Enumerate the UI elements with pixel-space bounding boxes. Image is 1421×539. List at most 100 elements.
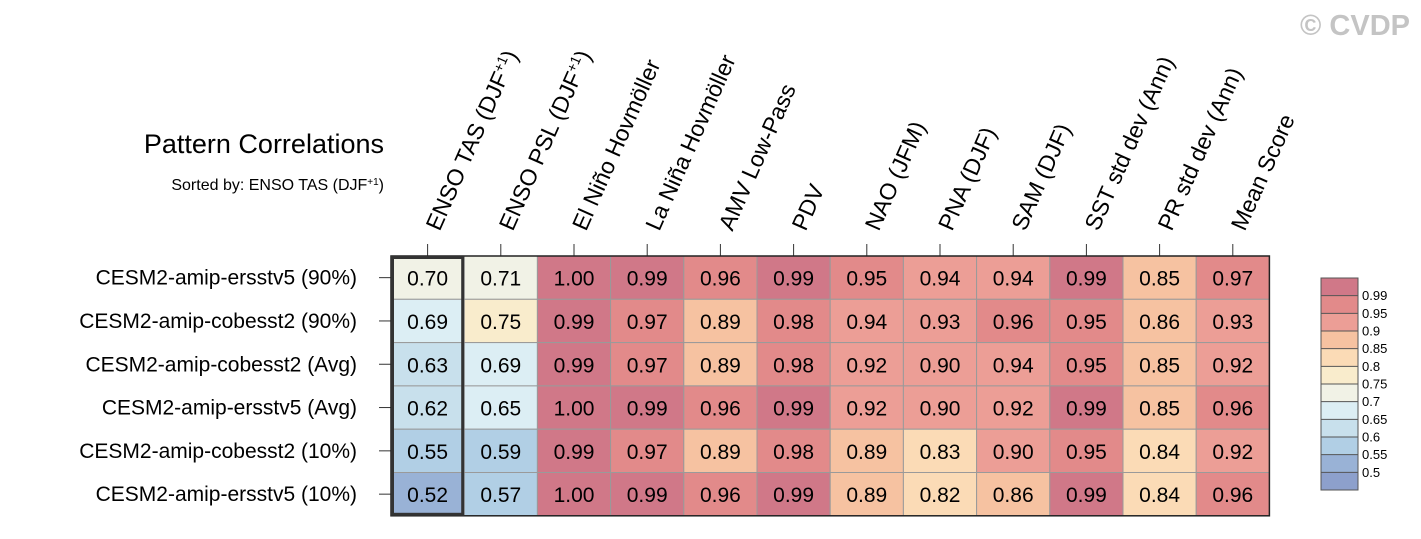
cell-value-label: 0.75 xyxy=(480,311,521,334)
colorbar-tick-label: 0.85 xyxy=(1362,341,1387,356)
heatmap-cell xyxy=(610,385,685,430)
cell-value-label: 0.94 xyxy=(846,311,887,334)
row-label-cesm2-amip-ersstv5-90: CESM2-amip-ersstv5 (90%) xyxy=(96,267,357,290)
chart-subtitle: Sorted by: ENSO TAS (DJF+1) xyxy=(171,177,384,195)
colorbar-tick-label: 0.55 xyxy=(1362,447,1387,462)
cell-value-label: 0.83 xyxy=(920,441,961,464)
cell-value-label: 0.63 xyxy=(407,354,448,377)
cell-value-label: 0.90 xyxy=(993,441,1034,464)
cell-value-label: 1.00 xyxy=(554,484,595,507)
cell-value-label: 0.98 xyxy=(773,441,814,464)
cell-value-label: 0.94 xyxy=(920,268,961,291)
cell-value-label: 0.70 xyxy=(407,268,448,291)
colorbar-legend: 0.99 0.95 0.9 0.85 0.8 0.75 0.7 0.65 0.6 0.55 0.5 xyxy=(1320,277,1387,491)
row-label-cesm2-amip-cobesst2-10: CESM2-amip-cobesst2 (10%) xyxy=(79,440,357,463)
cell-value-label: 0.95 xyxy=(1066,311,1107,334)
cell-value-label: 0.93 xyxy=(920,311,961,334)
heatmap-cell xyxy=(683,342,758,387)
watermark-text: © CVDP xyxy=(1300,10,1410,42)
cell-value-label: 0.99 xyxy=(773,484,814,507)
cell-value-label: 0.92 xyxy=(1212,354,1253,377)
heatmap-cell xyxy=(829,342,904,387)
cell-value-label: 0.98 xyxy=(773,311,814,334)
cell-value-label: 0.59 xyxy=(480,441,521,464)
cell-value-label: 0.90 xyxy=(920,398,961,421)
cell-value-label: 0.52 xyxy=(407,484,448,507)
heatmap-cell xyxy=(1122,298,1197,344)
column-label-mean-score: Mean Score xyxy=(1226,110,1300,234)
heatmap-cell xyxy=(1195,255,1270,300)
colorbar-swatch xyxy=(1321,437,1358,455)
heatmap-cell xyxy=(976,298,1051,344)
cell-value-label: 0.98 xyxy=(773,354,814,377)
cell-value-label: 0.96 xyxy=(700,398,741,421)
grid-frame xyxy=(390,255,1271,517)
colorbar-tick-label: 0.7 xyxy=(1362,394,1380,409)
cell-value-label: 0.65 xyxy=(480,398,521,421)
heatmap-cell xyxy=(829,385,904,430)
colorbar-swatch xyxy=(1321,348,1358,367)
heatmap-cell xyxy=(976,428,1051,474)
cell-value-label: 0.99 xyxy=(627,268,668,291)
heatmap-cell xyxy=(536,342,612,387)
heatmap-cell xyxy=(463,342,538,387)
heatmap-cell xyxy=(390,472,465,517)
heatmap-cell xyxy=(463,385,538,430)
heatmap-cell xyxy=(1195,428,1270,474)
colorbar-tick-label: 0.65 xyxy=(1362,412,1387,427)
heatmap-cell xyxy=(390,255,465,300)
cell-value-label: 1.00 xyxy=(554,268,595,291)
heatmap-cells: 0.70 0.71 1.00 0.99 0.96 0.99 0.95 0.94 0.94 0.99… xyxy=(390,255,1271,517)
cell-value-label: 0.99 xyxy=(554,441,595,464)
heatmap-cell xyxy=(463,298,538,344)
heatmap-cell xyxy=(1049,255,1124,300)
heatmap-cell xyxy=(829,472,904,517)
colorbar-swatch xyxy=(1321,454,1358,473)
cell-value-label: 0.89 xyxy=(846,484,887,507)
column-label-sam-djf: SAM (DJF) xyxy=(1006,120,1076,234)
cell-value-label: 1.00 xyxy=(554,398,595,421)
column-label-pdv: PDV xyxy=(786,180,829,234)
cell-value-label: 0.96 xyxy=(700,268,741,291)
cell-value-label: 0.99 xyxy=(627,484,668,507)
cell-value-label: 0.92 xyxy=(846,398,887,421)
row-label-cesm2-amip-ersstv5-10: CESM2-amip-ersstv5 (10%) xyxy=(96,483,357,506)
cell-value-label: 0.69 xyxy=(480,354,521,377)
column-label-pna-djf: PNA (DJF) xyxy=(933,123,1001,234)
cell-value-label: 0.96 xyxy=(993,311,1034,334)
cell-value-label: 0.95 xyxy=(846,268,887,291)
cell-value-label: 0.95 xyxy=(1066,354,1107,377)
cell-value-label: 0.85 xyxy=(1139,354,1180,377)
colorbar-swatch xyxy=(1321,401,1358,420)
heatmap-cell xyxy=(463,472,538,517)
heatmap-cell xyxy=(683,472,758,517)
cell-value-label: 0.89 xyxy=(700,311,741,334)
colorbar-swatch xyxy=(1321,313,1358,331)
cell-value-label: 0.85 xyxy=(1139,268,1180,291)
colorbar-tick-label: 0.6 xyxy=(1362,430,1380,445)
colorbar-swatch xyxy=(1321,295,1358,314)
heatmap-cell xyxy=(536,428,612,474)
colorbar-tick-label: 0.75 xyxy=(1362,377,1387,392)
heatmap-cell xyxy=(683,298,758,344)
heatmap-cell xyxy=(1195,385,1270,430)
cell-value-label: 0.97 xyxy=(627,354,668,377)
cell-value-label: 0.99 xyxy=(554,311,595,334)
colorbar-swatch xyxy=(1321,384,1358,402)
cell-value-label: 0.89 xyxy=(846,441,887,464)
highlighted-column-frame xyxy=(391,256,465,516)
cell-value-label: 0.92 xyxy=(1212,441,1253,464)
colorbar-tick-label: 0.99 xyxy=(1362,288,1387,303)
cell-value-label: 0.99 xyxy=(773,268,814,291)
cell-value-label: 0.94 xyxy=(993,354,1034,377)
cell-value-label: 0.84 xyxy=(1139,441,1180,464)
cell-value-label: 0.82 xyxy=(920,484,961,507)
colorbar-tick-label: 0.95 xyxy=(1362,306,1387,321)
column-labels: ENSO TAS (DJF+1)ENSO PSL (DJF+1)El Niño … xyxy=(420,46,1300,256)
column-label-amv-low-pass: AMV Low-Pass xyxy=(713,80,801,234)
row-label-cesm2-amip-cobesst2-90: CESM2-amip-cobesst2 (90%) xyxy=(79,310,357,333)
heatmap-cell xyxy=(902,298,978,344)
heatmap-cell xyxy=(756,298,831,344)
cell-value-label: 0.86 xyxy=(993,484,1034,507)
